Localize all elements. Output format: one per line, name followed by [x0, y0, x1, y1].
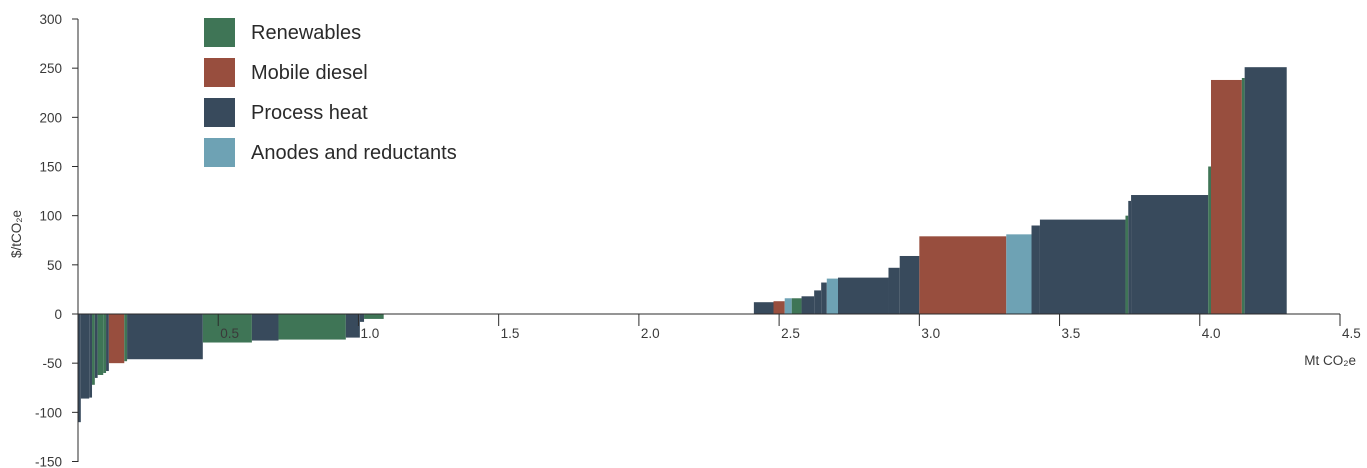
bar-30 [1031, 225, 1040, 314]
bar-15 [359, 314, 365, 322]
bar-24 [826, 278, 839, 314]
bar-38 [1244, 67, 1287, 314]
legend: Renewables Mobile diesel Process heat Anode… [204, 18, 457, 167]
bar-14 [345, 314, 360, 338]
bar-20 [791, 298, 802, 314]
y-tick-label: -50 [42, 356, 62, 371]
y-tick-label: 200 [39, 110, 62, 125]
bar-0 [78, 314, 81, 423]
bar-17 [753, 302, 774, 314]
x-tick-label: 3.0 [921, 326, 940, 341]
legend-swatch [204, 138, 235, 167]
y-tick-label: 250 [39, 61, 62, 76]
y-tick-label: 150 [39, 160, 62, 175]
bars-layer [78, 67, 1287, 423]
x-tick-label: 1.5 [501, 326, 520, 341]
legend-swatch [204, 58, 235, 87]
bar-1 [80, 314, 90, 399]
bar-36 [1210, 79, 1242, 314]
bar-27 [899, 255, 920, 314]
bar-23 [821, 282, 827, 314]
bar-10 [127, 314, 203, 360]
x-tick-label: 3.5 [1062, 326, 1081, 341]
bar-7 [106, 314, 109, 372]
bar-34 [1131, 195, 1209, 314]
x-tick-label: 4.5 [1342, 326, 1361, 341]
y-tick-label: 50 [47, 258, 62, 273]
y-ticks: 300 250 200 150 100 50 0 -50 -100 -150 [35, 12, 78, 468]
y-tick-label: -150 [35, 455, 62, 468]
bar-16 [364, 314, 384, 319]
y-tick-label: 300 [39, 12, 62, 27]
bar-19 [784, 298, 792, 314]
x-tick-label: 4.0 [1202, 326, 1221, 341]
bar-26 [888, 267, 900, 314]
legend-label: Process heat [251, 102, 368, 124]
legend-swatch [204, 18, 235, 47]
y-axis-title: $/tCO₂e [9, 210, 24, 258]
bar-11 [202, 314, 252, 343]
bar-28 [919, 236, 1007, 314]
x-tick-label: 1.0 [360, 326, 379, 341]
legend-label: Anodes and reductants [251, 142, 457, 164]
bar-9 [124, 314, 128, 362]
x-tick-label: 2.0 [641, 326, 660, 341]
bar-21 [801, 296, 815, 314]
x-axis-title: Mt CO₂e [1304, 353, 1356, 368]
y-tick-label: 0 [54, 307, 62, 322]
bar-33 [1128, 200, 1132, 314]
legend-swatch [204, 98, 235, 127]
bar-32 [1125, 215, 1129, 314]
bar-6 [103, 314, 107, 373]
legend-label: Renewables [251, 22, 361, 44]
bar-4 [94, 314, 98, 378]
legend-label: Mobile diesel [251, 62, 368, 84]
x-ticks: 0.5 1.0 1.5 2.0 2.5 3.0 3.5 4.0 4.5 [217, 314, 1361, 341]
bar-29 [1006, 234, 1032, 314]
bar-8 [108, 314, 125, 364]
bar-5 [97, 314, 104, 375]
x-tick-label: 0.5 [220, 326, 239, 341]
bar-13 [278, 314, 346, 340]
y-tick-label: -100 [35, 405, 62, 420]
bar-37 [1241, 78, 1245, 314]
bar-18 [773, 301, 785, 314]
x-tick-label: 2.5 [781, 326, 800, 341]
bar-35 [1208, 166, 1211, 314]
bar-3 [92, 314, 95, 385]
bar-2 [89, 314, 93, 398]
bar-22 [814, 290, 822, 314]
bar-12 [251, 314, 279, 341]
y-tick-label: 100 [39, 209, 62, 224]
bar-31 [1039, 219, 1126, 314]
bar-25 [838, 277, 889, 314]
